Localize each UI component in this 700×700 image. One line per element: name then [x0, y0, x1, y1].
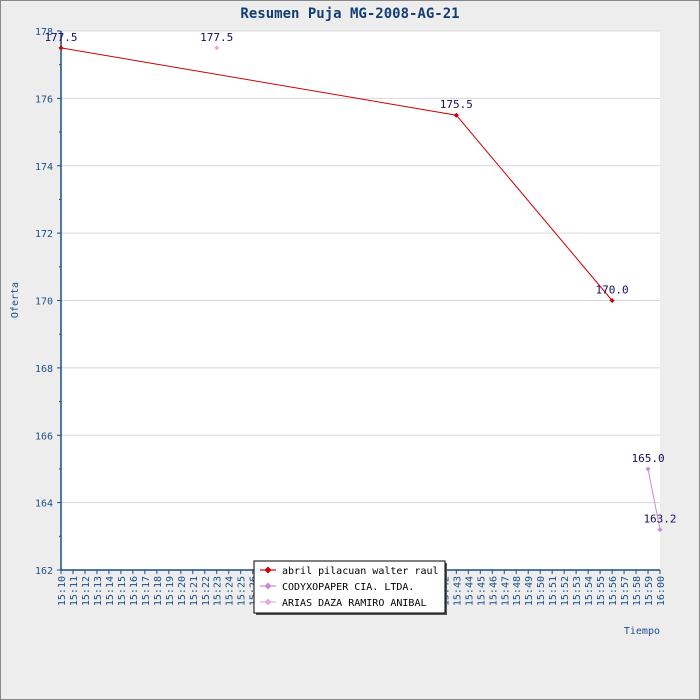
- series-layer: [58, 45, 663, 533]
- x-tick-label: 15:53: [572, 576, 583, 606]
- x-tick-label: 15:45: [476, 576, 487, 606]
- x-tick-label: 15:50: [536, 576, 547, 606]
- x-tick-label: 15:58: [632, 576, 643, 606]
- chart-title: Resumen Puja MG-2008-AG-21: [240, 6, 459, 22]
- x-tick-label: 15:57: [620, 576, 631, 606]
- legend-box: [253, 560, 446, 614]
- data-label: 177.5: [200, 31, 233, 44]
- x-tick-label: 15:51: [548, 576, 559, 606]
- x-tick-label: 15:17: [141, 576, 152, 606]
- x-tick-label: 15:43: [452, 576, 463, 606]
- data-label: 163.2: [643, 513, 676, 526]
- x-tick-label: 15:13: [93, 576, 104, 606]
- data-point: [657, 527, 663, 533]
- x-tick-label: 15:52: [560, 576, 571, 606]
- y-axis-title: Oferta: [10, 282, 21, 318]
- y-tick-label: 168: [35, 364, 53, 375]
- x-tick-label: 15:49: [524, 576, 535, 606]
- x-tick-label: 15:18: [153, 576, 164, 606]
- x-axis-title: Tiempo: [624, 626, 660, 637]
- x-tick-label: 15:24: [225, 576, 236, 606]
- x-tick-label: 15:23: [213, 576, 224, 606]
- data-point: [214, 45, 220, 51]
- x-tick-label: 15:12: [81, 576, 92, 606]
- legend-swatch-marker: [264, 566, 272, 574]
- x-tick-label: 15:47: [500, 576, 511, 606]
- y-tick-label: 178: [35, 27, 53, 38]
- data-labels: 177.5 175.5 170.0 165.0 163.2 177.5: [44, 31, 676, 526]
- legend-entry-label: ARIAS DAZA RAMIRO ANIBAL: [282, 598, 427, 609]
- grid-lines: [61, 30, 660, 504]
- data-label: 170.0: [596, 284, 629, 297]
- data-point: [645, 466, 651, 472]
- x-tick-label: 15:59: [644, 576, 655, 606]
- y-tick-label: 166: [35, 431, 53, 442]
- data-point: [609, 298, 615, 303]
- legend-entry-label: abril pilacuan walter raul: [282, 566, 439, 577]
- y-tick-label: 176: [35, 94, 53, 105]
- data-label: 177.5: [44, 31, 77, 44]
- y-tick-label: 162: [35, 566, 53, 577]
- x-tick-label: 15:55: [596, 576, 607, 606]
- x-tick-label: 15:25: [237, 576, 248, 606]
- x-tick-label: 15:54: [584, 576, 595, 606]
- x-tick-label: 15:14: [105, 576, 116, 606]
- x-tick-label: 15:44: [464, 576, 475, 606]
- x-tick-label: 15:48: [512, 576, 523, 606]
- legend-entry-label: CODYXOPAPER CIA. LTDA.: [282, 582, 414, 593]
- data-label: 175.5: [440, 98, 473, 111]
- x-tick-label: 15:19: [165, 576, 176, 606]
- x-tick-label: 15:21: [189, 576, 200, 606]
- legend-swatch-marker: [264, 582, 272, 590]
- data-label: 165.0: [631, 452, 664, 465]
- x-tick-label: 15:16: [129, 576, 140, 606]
- x-tick-label: 15:15: [117, 576, 128, 606]
- y-tick-label: 164: [35, 499, 53, 510]
- data-point: [58, 45, 64, 51]
- y-tick-label: 172: [35, 229, 53, 240]
- legend: abril pilacuan walter raul CODYXOPAPER CI…: [253, 560, 447, 615]
- x-tick-label: 15:10: [57, 576, 68, 606]
- y-tick-label: 174: [35, 162, 53, 173]
- x-tick-label: 15:46: [488, 576, 499, 606]
- y-tick-label: 170: [35, 297, 53, 308]
- x-tick-label: 15:20: [177, 576, 188, 606]
- series-line: [647, 468, 661, 530]
- x-tick-label: 16:00: [656, 576, 667, 606]
- x-tick-label: 15:56: [608, 576, 619, 606]
- x-tick-label: 15:22: [201, 576, 212, 606]
- data-point: [453, 112, 459, 118]
- x-tick-label: 15:11: [69, 576, 80, 606]
- legend-swatch-marker: [264, 598, 272, 606]
